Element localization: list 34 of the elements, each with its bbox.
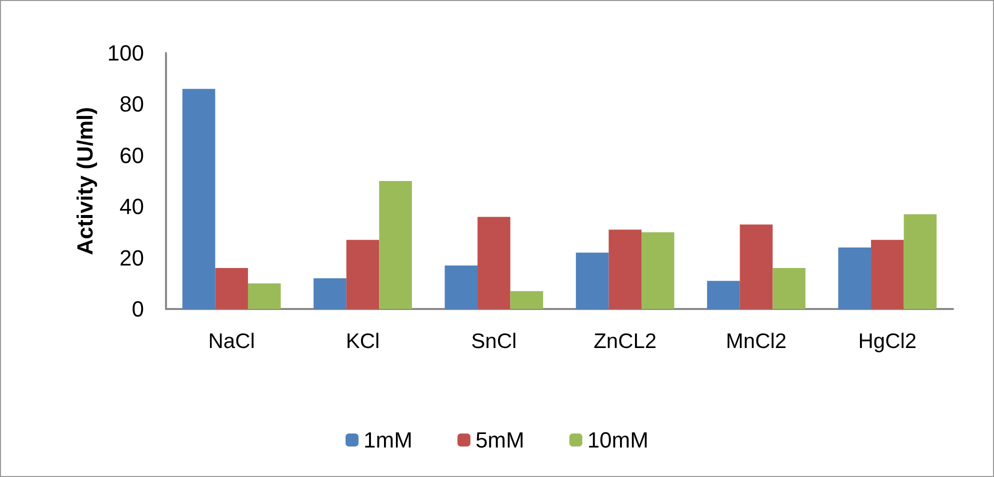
bar: [871, 240, 904, 309]
bar: [379, 181, 412, 309]
bar: [510, 291, 544, 309]
bar: [478, 216, 510, 309]
y-tick-label: 40: [120, 194, 144, 220]
bar: [444, 265, 478, 309]
bar: [182, 88, 216, 309]
x-tick-label: ZnCL2: [594, 330, 657, 353]
x-tick-label: NaCl: [208, 330, 255, 353]
x-tick-label: MnCl2: [726, 330, 787, 353]
y-tick-label: 20: [120, 245, 144, 270]
legend-label: 1mM: [364, 428, 412, 452]
y-axis-title: Activity (U/ml): [72, 107, 98, 255]
bar: [707, 280, 740, 309]
legend-label: 10mM: [587, 428, 648, 452]
bar: [740, 224, 773, 309]
y-tick-label: 80: [120, 92, 144, 117]
bar: [904, 214, 937, 309]
bar: [314, 278, 346, 309]
bar: [346, 240, 380, 309]
y-tick-label: 60: [120, 142, 144, 168]
legend-label: 5mM: [475, 428, 524, 452]
x-tick-label: SnCl: [471, 330, 517, 353]
x-tick-label: KCl: [346, 330, 380, 353]
bar: [838, 248, 872, 309]
x-tick-label: HgCl2: [858, 330, 917, 353]
y-tick-label: 100: [107, 40, 144, 66]
bar: [576, 252, 609, 309]
bar: [641, 232, 674, 309]
bar: [772, 268, 806, 309]
bar: [608, 230, 642, 309]
y-tick-label: 0: [132, 296, 144, 322]
bar: [248, 283, 281, 309]
bar: [215, 268, 248, 309]
